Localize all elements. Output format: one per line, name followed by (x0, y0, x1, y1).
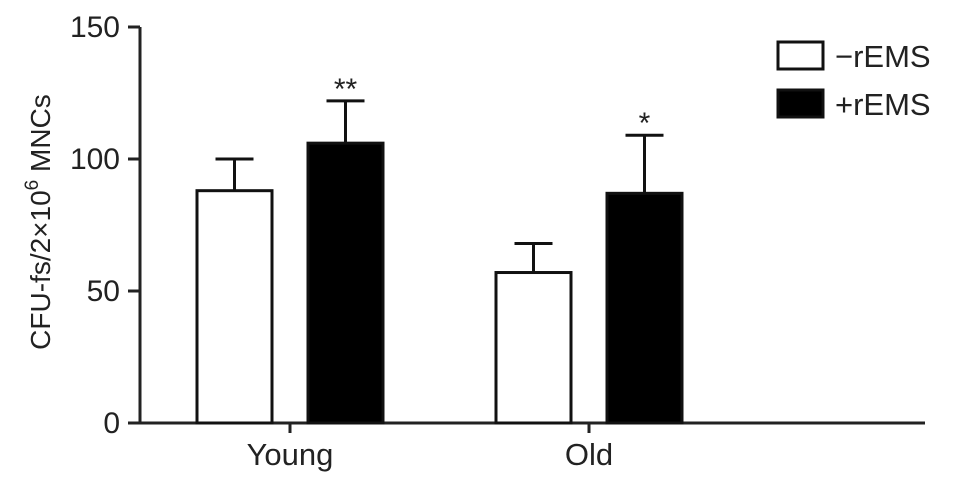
x-tick-label: Old (565, 437, 613, 472)
legend-label: −rEMS (835, 39, 931, 74)
significance-marker: ** (334, 73, 358, 106)
significance-annotations: *** (334, 73, 651, 140)
y-axis-label-superscript: 6 (22, 180, 43, 191)
bar (306, 141, 385, 425)
y-axis-label-suffix: MNCs (25, 94, 56, 180)
y-tick-label: 100 (70, 143, 120, 176)
y-axis: 0 50 100 150 (70, 11, 142, 440)
bar (605, 191, 684, 425)
bar (195, 189, 274, 425)
y-tick-label: 50 (87, 275, 120, 308)
significance-marker: * (639, 107, 651, 140)
y-tick-label: 0 (103, 407, 120, 440)
x-tick-label: Young (247, 437, 334, 472)
legend: −rEMS +rEMS (776, 39, 931, 122)
legend-swatch (776, 40, 825, 71)
legend-swatch (776, 88, 825, 119)
x-axis: Young Old (140, 421, 925, 472)
bar (494, 271, 573, 425)
error-bars (215, 99, 664, 273)
y-tick-label: 150 (70, 11, 120, 44)
y-axis-label-prefix: CFU-fs/2×10 (25, 190, 56, 350)
bars (195, 141, 684, 425)
legend-label: +rEMS (835, 87, 931, 122)
y-axis-label: CFU-fs/2×106 MNCs (22, 94, 56, 350)
